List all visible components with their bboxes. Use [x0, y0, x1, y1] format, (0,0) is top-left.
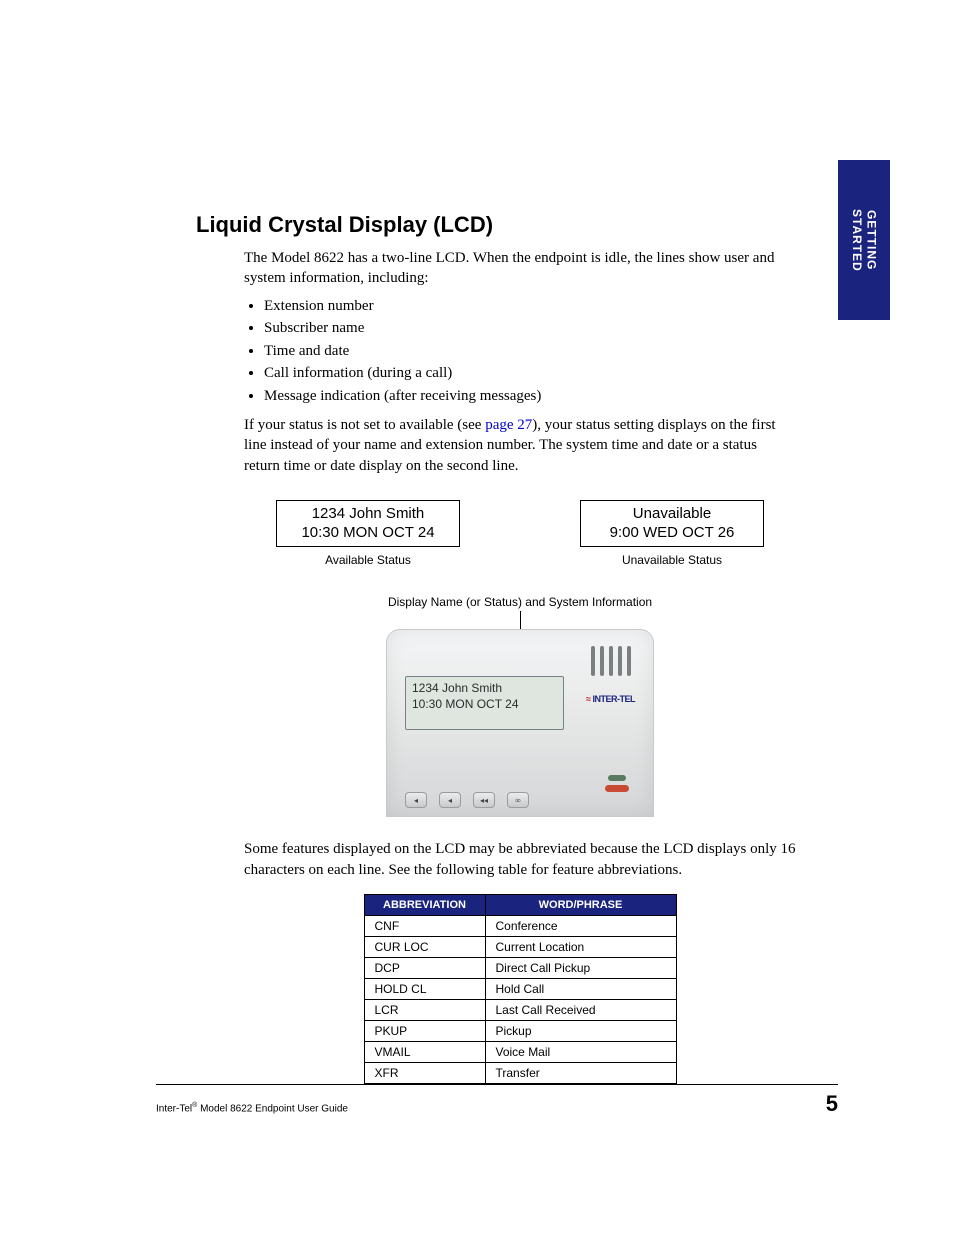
word-cell: Direct Call Pickup	[485, 957, 676, 978]
word-cell: Transfer	[485, 1062, 676, 1083]
phone-device-illustration: 1234 John Smith 10:30 MON OCT 24 ≈ INTER…	[386, 629, 654, 817]
page-footer: Inter-Tel® Model 8622 Endpoint User Guid…	[156, 1084, 838, 1117]
abbrev-cell: LCR	[364, 999, 485, 1020]
lcd-available-group: 1234 John Smith 10:30 MON OCT 24 Availab…	[276, 500, 460, 568]
abbreviation-table: ABBREVIATION WORD/PHRASE CNFConferenceCU…	[364, 894, 677, 1084]
footer-doc-title: Inter-Tel® Model 8622 Endpoint User Guid…	[156, 1102, 348, 1114]
char-limit-paragraph: Some features displayed on the LCD may b…	[244, 839, 796, 880]
device-button-row: ◂ ◂ ◂◂ ∞	[405, 792, 529, 808]
device-button-icon: ◂◂	[473, 792, 495, 808]
table-header-abbrev: ABBREVIATION	[364, 894, 485, 915]
device-button-icon: ◂	[439, 792, 461, 808]
lcd-line-2: 9:00 WED OCT 26	[593, 524, 751, 543]
device-lamp-green-icon	[608, 775, 626, 781]
lcd-examples-row: 1234 John Smith 10:30 MON OCT 24 Availab…	[244, 500, 796, 568]
table-row: XFRTransfer	[364, 1062, 676, 1083]
content-column: Liquid Crystal Display (LCD) The Model 8…	[196, 212, 796, 1084]
lcd-line-1: Unavailable	[593, 505, 751, 524]
list-item: Time and date	[264, 340, 796, 363]
lcd-line-1: 1234 John Smith	[289, 505, 447, 524]
section-tab: GETTING STARTED	[838, 160, 890, 320]
abbrev-cell: CNF	[364, 915, 485, 936]
abbrev-cell: VMAIL	[364, 1041, 485, 1062]
device-brand-logo: ≈ INTER-TEL	[586, 694, 635, 704]
table-row: CUR LOCCurrent Location	[364, 936, 676, 957]
device-button-icon: ◂	[405, 792, 427, 808]
table-row: HOLD CLHold Call	[364, 978, 676, 999]
abbrev-cell: CUR LOC	[364, 936, 485, 957]
table-row: PKUPPickup	[364, 1020, 676, 1041]
abbrev-cell: PKUP	[364, 1020, 485, 1041]
page-number: 5	[826, 1091, 838, 1117]
footer-model: Model 8622 Endpoint User Guide	[197, 1103, 348, 1114]
lcd-available-box: 1234 John Smith 10:30 MON OCT 24	[276, 500, 460, 548]
device-brand-text: INTER-TEL	[593, 694, 636, 704]
list-item: Extension number	[264, 295, 796, 318]
status-paragraph: If your status is not set to available (…	[244, 415, 796, 476]
intro-paragraph: The Model 8622 has a two-line LCD. When …	[244, 248, 796, 289]
device-illustration-wrap: 1234 John Smith 10:30 MON OCT 24 ≈ INTER…	[244, 629, 796, 817]
lcd-available-caption: Available Status	[325, 553, 411, 567]
word-cell: Current Location	[485, 936, 676, 957]
lcd-unavailable-caption: Unavailable Status	[622, 553, 722, 567]
body-text: The Model 8622 has a two-line LCD. When …	[244, 248, 796, 1084]
feature-list: Extension number Subscriber name Time an…	[264, 295, 796, 408]
word-cell: Voice Mail	[485, 1041, 676, 1062]
word-cell: Conference	[485, 915, 676, 936]
list-item: Subscriber name	[264, 317, 796, 340]
word-cell: Last Call Received	[485, 999, 676, 1020]
table-row: DCPDirect Call Pickup	[364, 957, 676, 978]
device-button-icon: ∞	[507, 792, 529, 808]
abbrev-cell: XFR	[364, 1062, 485, 1083]
word-cell: Hold Call	[485, 978, 676, 999]
page-ref-link[interactable]: page 27	[485, 417, 532, 433]
table-row: CNFConference	[364, 915, 676, 936]
device-lcd-line-2: 10:30 MON OCT 24	[412, 697, 557, 713]
table-row: VMAILVoice Mail	[364, 1041, 676, 1062]
status-text-1: If your status is not set to available (…	[244, 417, 485, 433]
lcd-line-2: 10:30 MON OCT 24	[289, 524, 447, 543]
table-header-row: ABBREVIATION WORD/PHRASE	[364, 894, 676, 915]
page: GETTING STARTED Liquid Crystal Display (…	[0, 0, 954, 1235]
list-item: Message indication (after receiving mess…	[264, 385, 796, 408]
device-indicator-lamps	[605, 775, 629, 792]
device-lcd-line-1: 1234 John Smith	[412, 681, 557, 697]
device-lamp-red-icon	[605, 785, 629, 792]
footer-brand: Inter-Tel	[156, 1103, 192, 1114]
word-cell: Pickup	[485, 1020, 676, 1041]
device-caption: Display Name (or Status) and System Info…	[244, 595, 796, 609]
table-header-word: WORD/PHRASE	[485, 894, 676, 915]
device-speaker-grille-icon	[591, 646, 631, 676]
abbrev-cell: HOLD CL	[364, 978, 485, 999]
tab-line-1: GETTING	[864, 210, 878, 270]
abbrev-cell: DCP	[364, 957, 485, 978]
caption-leader-line	[520, 611, 521, 629]
tab-line-2: STARTED	[850, 209, 864, 272]
lcd-unavailable-box: Unavailable 9:00 WED OCT 26	[580, 500, 764, 548]
list-item: Call information (during a call)	[264, 362, 796, 385]
device-lcd-screen: 1234 John Smith 10:30 MON OCT 24	[405, 676, 564, 730]
section-title: Liquid Crystal Display (LCD)	[196, 212, 796, 238]
lcd-unavailable-group: Unavailable 9:00 WED OCT 26 Unavailable …	[580, 500, 764, 568]
table-row: LCRLast Call Received	[364, 999, 676, 1020]
